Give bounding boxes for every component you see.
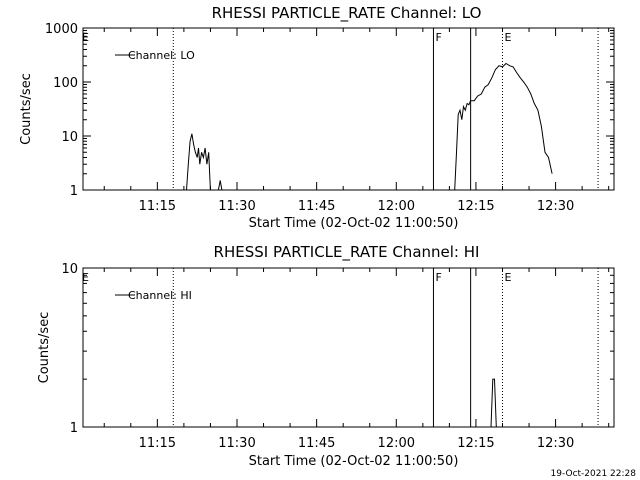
y-tick-label: 1 xyxy=(70,184,78,199)
series-line xyxy=(454,62,553,191)
y-axis-label: Counts/sec xyxy=(37,312,52,384)
marker-label: F xyxy=(435,31,441,44)
marker-label: E xyxy=(504,31,511,44)
x-tick-label: 11:45 xyxy=(298,436,335,451)
marker-label: F xyxy=(435,271,441,284)
edge-marker-label: E xyxy=(82,271,89,284)
plot-frame xyxy=(82,27,615,191)
edge-marker-label: E xyxy=(82,31,89,44)
x-tick-label: 11:15 xyxy=(139,436,176,451)
x-tick-label: 11:30 xyxy=(218,199,255,214)
x-tick-label: 12:15 xyxy=(457,436,494,451)
x-tick-label: 12:00 xyxy=(378,436,415,451)
marker-label: E xyxy=(504,271,511,284)
y-tick-label: 10 xyxy=(61,130,78,145)
legend-entry: Channel: HI xyxy=(128,289,192,302)
y-axis-label: Counts/sec xyxy=(19,73,34,145)
x-tick-label: 11:15 xyxy=(139,199,176,214)
series-line xyxy=(217,180,223,191)
x-tick-label: 12:30 xyxy=(537,199,574,214)
plot-frame xyxy=(82,267,615,428)
x-tick-label: 12:00 xyxy=(378,199,415,214)
x-axis-label: Start Time (02-Oct-02 11:00:50) xyxy=(249,216,459,231)
x-tick-label: 11:30 xyxy=(218,436,255,451)
y-tick-label: 1 xyxy=(70,421,78,436)
series-line xyxy=(186,133,211,191)
x-tick-label: 11:45 xyxy=(298,199,335,214)
x-tick-label: 12:30 xyxy=(537,436,574,451)
y-tick-label: 10 xyxy=(61,262,78,277)
x-axis-label: Start Time (02-Oct-02 11:00:50) xyxy=(249,454,459,469)
chart-title: RHESSI PARTICLE_RATE Channel: LO xyxy=(212,4,482,23)
y-tick-label: 100 xyxy=(53,76,78,91)
chart-title: RHESSI PARTICLE_RATE Channel: HI xyxy=(214,243,480,262)
footer-timestamp: 19-Oct-2021 22:28 xyxy=(551,469,637,479)
y-tick-label: 1000 xyxy=(45,22,78,37)
legend-entry: Channel: LO xyxy=(128,49,195,62)
x-tick-label: 12:15 xyxy=(457,199,494,214)
series-line xyxy=(490,378,497,428)
